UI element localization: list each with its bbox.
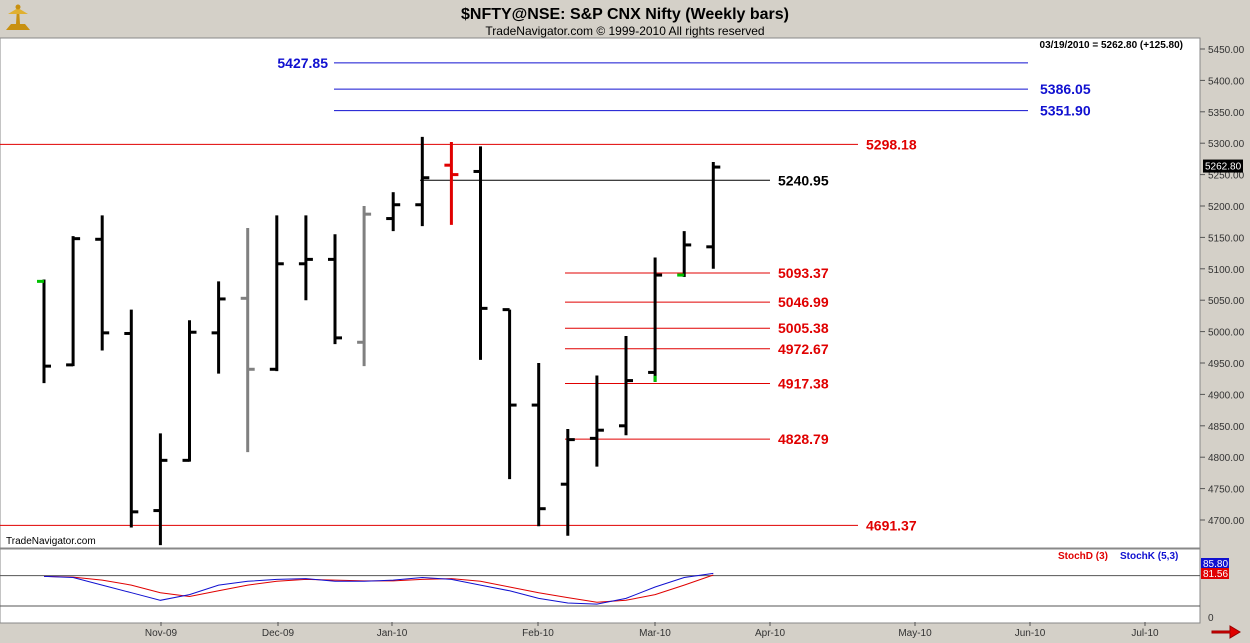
ohlc-bar	[531, 363, 546, 527]
ohlc-bar	[124, 309, 139, 528]
ohlc-bar	[589, 375, 604, 467]
stoch-d-value: 81.56	[1203, 569, 1228, 580]
price-tick-label: 5100.00	[1208, 265, 1245, 276]
price-tick-label: 5450.00	[1208, 45, 1245, 56]
price-tick-label: 5300.00	[1208, 139, 1245, 150]
time-tick-label: Jan-10	[377, 628, 408, 639]
price-axis: 4700.00 4750.00 4800.00 4850.00 4900.00 4950.…	[1200, 45, 1245, 527]
price-tick-label: 4950.00	[1208, 359, 1245, 370]
level-label: 5298.18	[866, 136, 917, 152]
price-tick-label: 4850.00	[1208, 422, 1245, 433]
ohlc-bar	[677, 231, 692, 277]
level-label: 4917.38	[778, 375, 829, 391]
level-label: 4828.79	[778, 431, 829, 447]
ohlc-bar	[211, 281, 226, 374]
time-tick-label: Jun-10	[1015, 628, 1046, 639]
stoch-k-line	[43, 572, 714, 605]
time-tick-label: Mar-10	[639, 628, 671, 639]
price-tick-label: 4750.00	[1208, 485, 1245, 496]
ohlc-bar	[619, 335, 633, 436]
ohlc-bar	[298, 215, 313, 301]
support-resistance-levels: 5427.85 5386.05 5351.90 5298.18 5240.95 5093.…	[0, 55, 1091, 533]
ohlc-bar	[386, 192, 401, 232]
stoch-d-value-flag	[1201, 568, 1229, 579]
time-tick-label: May-10	[898, 628, 932, 639]
ohlc-bar	[240, 227, 255, 453]
price-tick-label: 5250.00	[1208, 171, 1245, 182]
ohlc-bar	[473, 146, 488, 360]
time-tick-label: Nov-09	[145, 628, 178, 639]
price-tick-label: 5200.00	[1208, 202, 1245, 213]
level-label: 4972.67	[778, 341, 829, 357]
ohlc-bar	[444, 141, 459, 225]
price-tick-label: 5350.00	[1208, 108, 1245, 119]
level-label: 5005.38	[778, 320, 829, 336]
price-bars	[37, 136, 721, 546]
level-label: 5240.95	[778, 172, 829, 188]
level-label: 5046.99	[778, 294, 829, 310]
price-tick-label: 5150.00	[1208, 233, 1245, 244]
stochastic-panel	[0, 548, 1201, 624]
ohlc-bar	[648, 257, 663, 382]
level-label: 5093.37	[778, 265, 829, 281]
price-tick-label: 5400.00	[1208, 76, 1245, 87]
ohlc-bar	[182, 320, 197, 462]
level-label: 5351.90	[1040, 103, 1091, 119]
ohlc-bar	[95, 215, 110, 351]
stoch-k-legend: StochK (5,3)	[1120, 551, 1178, 562]
level-label: 5386.05	[1040, 81, 1091, 97]
ohlc-bar	[415, 136, 430, 227]
last-quote-label: 03/19/2010 = 5262.80 (+125.80)	[1040, 40, 1183, 51]
stoch-k-value: 85.80	[1203, 559, 1228, 570]
price-tick-label: 5000.00	[1208, 328, 1245, 339]
scroll-right-arrow-icon[interactable]	[1211, 625, 1241, 639]
price-tick-label: 4900.00	[1208, 390, 1245, 401]
price-panel	[0, 37, 1201, 549]
price-tick-label: 4800.00	[1208, 453, 1245, 464]
chart-title: $NFTY@NSE: S&P CNX Nifty (Weekly bars)	[461, 6, 789, 23]
ohlc-bar	[153, 433, 168, 546]
time-tick-label: Dec-09	[262, 628, 295, 639]
ohlc-bar	[560, 428, 575, 536]
ohlc-bar	[37, 279, 51, 384]
price-tick-label: 4700.00	[1208, 516, 1245, 527]
time-tick-label: Apr-10	[755, 628, 785, 639]
last-price-flag	[1203, 159, 1243, 173]
stoch-d-legend: StochD (3)	[1058, 551, 1108, 562]
stoch-zero-label: 0	[1208, 613, 1214, 624]
ohlc-bar	[269, 215, 284, 372]
ohlc-bar	[66, 236, 81, 367]
watermark-text: TradeNavigator.com	[6, 536, 96, 547]
price-tick-label: 5050.00	[1208, 296, 1245, 307]
last-price-flag-label: 5262.80	[1205, 162, 1242, 173]
ohlc-bar	[357, 206, 372, 367]
time-tick-label: Jul-10	[1131, 628, 1159, 639]
chart-subtitle: TradeNavigator.com © 1999-2010 All right…	[485, 24, 764, 38]
stochastic-indicator	[0, 572, 1200, 607]
level-label: 4691.37	[866, 517, 917, 533]
trade-navigator-logo-icon	[6, 4, 30, 30]
time-axis: Nov-09 Dec-09 Jan-10 Feb-10 Mar-10 Apr-10 May-…	[145, 622, 1159, 639]
ohlc-bar	[502, 308, 517, 480]
stoch-k-value-flag	[1201, 558, 1229, 569]
time-tick-label: Feb-10	[522, 628, 554, 639]
ohlc-bar	[706, 162, 721, 269]
level-label: 5427.85	[277, 55, 328, 71]
ohlc-bar	[328, 234, 342, 345]
